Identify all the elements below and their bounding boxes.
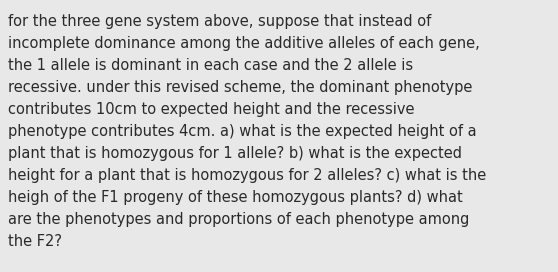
Text: the F2?: the F2? <box>8 234 62 249</box>
Text: the 1 allele is dominant in each case and the 2 allele is: the 1 allele is dominant in each case an… <box>8 58 413 73</box>
Text: for the three gene system above, suppose that instead of: for the three gene system above, suppose… <box>8 14 431 29</box>
Text: recessive. under this revised scheme, the dominant phenotype: recessive. under this revised scheme, th… <box>8 80 473 95</box>
Text: phenotype contributes 4cm. a) what is the expected height of a: phenotype contributes 4cm. a) what is th… <box>8 124 477 139</box>
Text: are the phenotypes and proportions of each phenotype among: are the phenotypes and proportions of ea… <box>8 212 469 227</box>
Text: contributes 10cm to expected height and the recessive: contributes 10cm to expected height and … <box>8 102 415 117</box>
Text: incomplete dominance among the additive alleles of each gene,: incomplete dominance among the additive … <box>8 36 480 51</box>
Text: height for a plant that is homozygous for 2 alleles? c) what is the: height for a plant that is homozygous fo… <box>8 168 486 183</box>
Text: plant that is homozygous for 1 allele? b) what is the expected: plant that is homozygous for 1 allele? b… <box>8 146 462 161</box>
Text: heigh of the F1 progeny of these homozygous plants? d) what: heigh of the F1 progeny of these homozyg… <box>8 190 463 205</box>
